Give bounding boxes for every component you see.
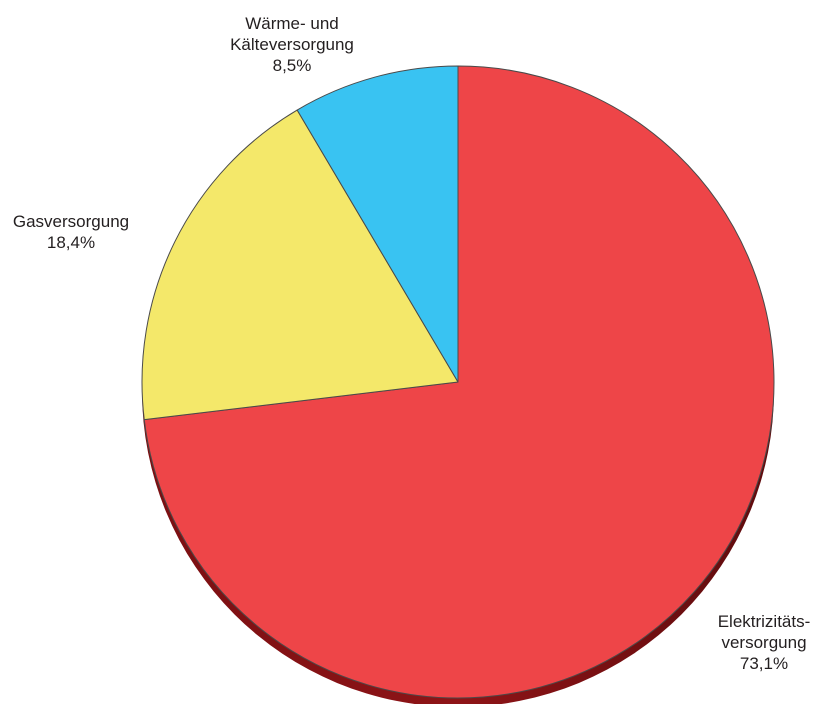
slice-label-gasversorgung: Gasversorgung 18,4% (2, 211, 140, 253)
pie-slice-2 (296, 65, 459, 383)
slice-value-label: 73,1% (739, 654, 789, 673)
slice-label-elektrizitaetsversorgung: Elektrizitäts- versorgung 73,1% (700, 611, 828, 674)
slice-label-line: Elektrizitäts- (717, 612, 811, 631)
slice-value-label: 8,5% (272, 56, 312, 75)
slice-label-line: Gasversorgung (12, 212, 130, 231)
slice-label-line: Kälteversorgung (230, 35, 354, 54)
slice-value-label: 18,4% (46, 233, 96, 252)
pie-slices (141, 65, 775, 699)
slice-label-line: versorgung (721, 633, 807, 652)
slice-label-waerme-kaelteversorgung: Wärme- und Kälteversorgung 8,5% (212, 13, 372, 76)
pie-slice-1 (141, 109, 459, 421)
pie-slice-0 (143, 65, 775, 699)
slice-label-line: Wärme- und (245, 14, 339, 33)
